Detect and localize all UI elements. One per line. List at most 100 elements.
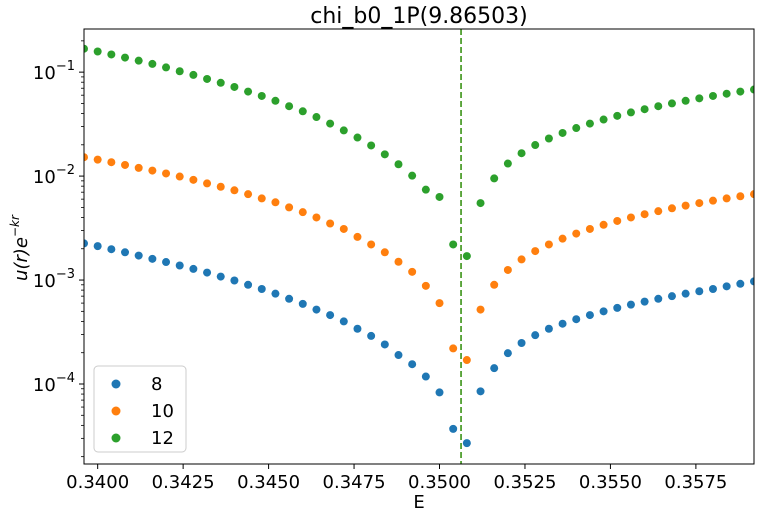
point-series-12-15 — [285, 102, 294, 111]
point-series-10-19 — [339, 224, 348, 233]
x-tick-label: 0.3525 — [493, 472, 556, 493]
point-series-8-24 — [408, 360, 417, 369]
point-series-10-45 — [695, 199, 704, 208]
point-series-8-0 — [84, 239, 88, 248]
point-series-12-28 — [462, 252, 471, 261]
point-series-10-48 — [736, 192, 745, 201]
point-series-8-23 — [394, 351, 403, 360]
point-series-10-4 — [134, 163, 143, 172]
point-series-8-2 — [107, 245, 116, 254]
point-series-12-19 — [339, 126, 348, 135]
point-series-8-48 — [736, 279, 745, 288]
y-axis-label: u(r)e−kr — [8, 214, 32, 281]
legend-label: 12 — [151, 428, 174, 449]
point-series-10-2 — [107, 158, 116, 167]
point-series-8-20 — [353, 324, 362, 333]
point-series-8-14 — [271, 289, 280, 298]
point-series-12-31 — [503, 159, 512, 168]
point-series-12-32 — [517, 149, 526, 158]
point-series-12-33 — [531, 141, 540, 150]
point-series-8-43 — [667, 292, 676, 301]
point-series-10-11 — [230, 186, 239, 195]
point-series-10-14 — [271, 198, 280, 207]
point-series-10-32 — [517, 255, 526, 264]
point-series-12-8 — [189, 70, 198, 79]
point-series-10-37 — [585, 224, 594, 233]
y-tick-label: 10−3 — [33, 267, 75, 292]
point-series-10-39 — [613, 216, 622, 225]
point-series-8-9 — [203, 268, 212, 277]
point-series-8-22 — [380, 340, 389, 349]
point-series-12-12 — [244, 87, 253, 96]
point-series-8-35 — [558, 319, 567, 328]
point-series-10-15 — [285, 203, 294, 212]
y-axis-label-base: u(r)e — [11, 237, 32, 281]
point-series-10-31 — [503, 265, 512, 274]
y-tick-label: 10−2 — [33, 163, 75, 188]
x-tick-label: 0.3575 — [664, 472, 727, 493]
point-series-8-12 — [244, 280, 253, 289]
point-series-10-7 — [175, 172, 184, 181]
point-series-12-35 — [558, 128, 567, 137]
point-series-8-11 — [230, 276, 239, 285]
series-12 — [84, 44, 754, 261]
point-series-10-30 — [490, 280, 499, 289]
point-series-8-33 — [531, 331, 540, 340]
point-series-12-14 — [271, 96, 280, 105]
point-series-10-25 — [421, 281, 430, 290]
point-series-10-8 — [189, 175, 198, 184]
point-series-12-9 — [203, 74, 212, 83]
point-series-10-27 — [449, 344, 458, 353]
x-tick-label: 0.3475 — [323, 472, 386, 493]
point-series-12-1 — [93, 47, 102, 56]
point-series-8-26 — [435, 388, 444, 397]
data-layer — [84, 29, 754, 464]
plot-area — [84, 29, 754, 464]
point-series-8-45 — [695, 287, 704, 296]
point-series-12-18 — [326, 119, 335, 128]
point-series-8-4 — [134, 251, 143, 260]
point-series-8-19 — [339, 317, 348, 326]
axes: 0.3400 0.3425 0.3450 0.3475 0.3500 0.3525 0.35… — [33, 28, 755, 493]
svg-text:u(r)e−kr: u(r)e−kr — [8, 214, 32, 281]
point-series-8-40 — [626, 300, 635, 309]
point-series-10-42 — [654, 207, 663, 216]
point-series-8-46 — [708, 285, 717, 294]
point-series-10-40 — [626, 213, 635, 222]
point-series-10-3 — [121, 160, 130, 169]
point-series-10-36 — [572, 229, 581, 238]
point-series-10-43 — [667, 204, 676, 213]
point-series-8-31 — [503, 349, 512, 358]
point-series-8-36 — [572, 315, 581, 324]
point-series-8-17 — [312, 305, 321, 314]
point-series-12-29 — [476, 199, 485, 208]
legend-marker — [111, 406, 121, 416]
point-series-10-16 — [298, 208, 307, 217]
point-series-12-36 — [572, 124, 581, 133]
point-series-12-0 — [84, 44, 88, 53]
point-series-12-10 — [216, 78, 225, 87]
point-series-10-26 — [435, 299, 444, 308]
x-axis-label: E — [413, 492, 424, 513]
point-series-12-25 — [421, 185, 430, 194]
point-series-10-9 — [203, 179, 212, 188]
y-axis-label-exponent: −kr — [8, 214, 22, 237]
point-series-12-17 — [312, 113, 321, 122]
series-10 — [84, 153, 754, 365]
point-series-12-4 — [134, 56, 143, 65]
point-series-10-24 — [408, 267, 417, 276]
legend: 8 10 12 — [93, 365, 187, 453]
point-series-12-46 — [708, 91, 717, 100]
point-series-12-22 — [380, 150, 389, 159]
legend-marker — [111, 379, 121, 389]
point-series-8-16 — [298, 299, 307, 308]
point-series-10-38 — [599, 220, 608, 229]
point-series-10-6 — [162, 169, 171, 178]
y-tick-label: 10−1 — [33, 59, 75, 84]
point-series-8-27 — [449, 424, 458, 433]
point-series-8-39 — [613, 303, 622, 312]
legend-label: 8 — [151, 374, 162, 395]
point-series-12-40 — [626, 108, 635, 117]
point-series-8-38 — [599, 307, 608, 316]
point-series-12-48 — [736, 87, 745, 96]
